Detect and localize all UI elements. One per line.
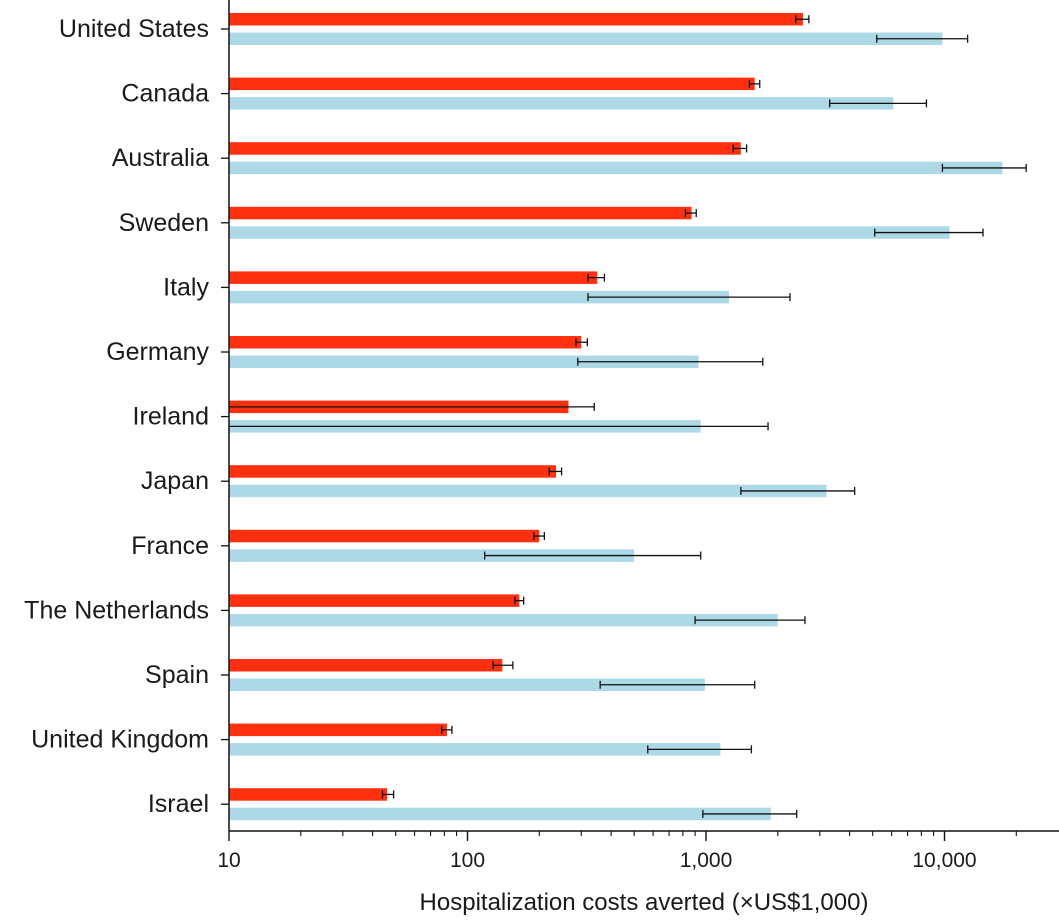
category-label: Italy: [163, 273, 209, 301]
bar-blue-12: [229, 807, 771, 821]
bar-blue-8: [229, 549, 635, 562]
bar-red-12: [229, 788, 388, 801]
category-label: Spain: [145, 661, 209, 689]
error-bars-layer: [229, 15, 1027, 818]
bar-blue-4: [229, 290, 730, 304]
x-axis-title: Hospitalization costs averted (×US$1,000…: [420, 889, 869, 916]
bar-blue-1: [229, 97, 894, 110]
category-label: France: [131, 532, 209, 560]
category-label: Ireland: [133, 403, 209, 431]
x-tick-label: 10,000: [912, 849, 976, 872]
category-label: Sweden: [119, 209, 209, 237]
bar-red-5: [229, 336, 582, 349]
category-label: United States: [59, 15, 209, 43]
bar-red-4: [229, 271, 598, 284]
bar-blue-7: [229, 484, 827, 498]
category-label: United Kingdom: [31, 726, 209, 754]
bars-layer: [229, 13, 1003, 821]
bar-blue-11: [229, 743, 721, 756]
x-tick-label: 10: [217, 849, 240, 872]
axes-layer: [221, 0, 1059, 841]
bar-red-0: [229, 13, 803, 26]
bar-red-2: [229, 142, 741, 155]
category-label: The Netherlands: [24, 596, 209, 624]
x-tick-label: 1,000: [680, 849, 733, 872]
bar-red-8: [229, 529, 540, 543]
category-label: Australia: [112, 144, 209, 172]
bar-blue-9: [229, 613, 778, 627]
labels-layer: United States Canada Australia Sweden Italy G…: [24, 15, 976, 872]
category-label: Germany: [106, 338, 209, 366]
bar-blue-10: [229, 678, 705, 691]
bar-red-7: [229, 465, 556, 478]
bar-red-9: [229, 594, 520, 607]
category-label: Israel: [148, 790, 209, 818]
bar-red-11: [229, 723, 447, 737]
bar-blue-2: [229, 161, 1003, 175]
bar-red-10: [229, 659, 503, 672]
bar-blue-3: [229, 226, 950, 239]
x-tick-label: 100: [450, 849, 485, 872]
bar-blue-0: [229, 32, 943, 45]
bar-blue-5: [229, 355, 699, 368]
category-label: Japan: [141, 467, 209, 495]
bar-red-1: [229, 77, 755, 91]
bar-red-3: [229, 206, 692, 220]
category-label: Canada: [121, 80, 209, 108]
